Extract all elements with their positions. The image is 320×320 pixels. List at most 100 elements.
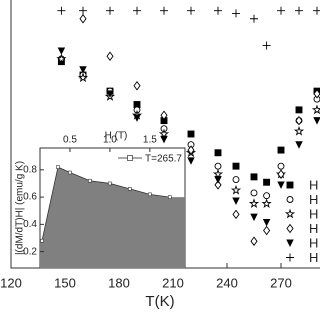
- marker: [158, 128, 170, 139]
- y-tick-label: 0.4: [23, 219, 37, 230]
- point: [168, 195, 172, 199]
- marker: [313, 89, 320, 99]
- marker: [106, 6, 114, 15]
- marker: [277, 146, 285, 154]
- legend-label: T=265.7: [145, 154, 182, 165]
- line: [41, 166, 170, 241]
- x-tick-label: 1.5: [143, 135, 157, 146]
- marker: [133, 81, 141, 91]
- marker: [250, 189, 258, 197]
- x-tick-label: 120: [0, 275, 22, 290]
- marker: [250, 236, 258, 246]
- x-tick-label: 240: [216, 275, 238, 290]
- area: [40, 167, 185, 268]
- y-tick-label: 0.2: [23, 246, 37, 257]
- marker: [277, 162, 285, 170]
- x-tick-label: 270: [270, 275, 292, 290]
- marker: [263, 178, 271, 186]
- legend-marker: [286, 181, 294, 189]
- marker: [133, 114, 141, 122]
- marker: [295, 6, 303, 15]
- marker: [214, 180, 222, 190]
- marker: [187, 6, 195, 15]
- inset-y-axis-label: |(dM/dT)H| (emu/g K): [15, 161, 26, 255]
- marker: [79, 66, 87, 74]
- marker: [232, 197, 240, 206]
- legend-label: H: [309, 206, 318, 221]
- legend-marker: [127, 155, 133, 161]
- marker: [160, 6, 168, 15]
- legend-label: H: [309, 192, 318, 207]
- marker: [160, 135, 168, 144]
- marker: [250, 14, 258, 23]
- point: [68, 170, 72, 175]
- marker: [263, 225, 271, 236]
- legend-label: H: [309, 250, 318, 265]
- point: [40, 238, 44, 243]
- marker: [232, 176, 240, 184]
- marker: [277, 181, 285, 189]
- marker: [232, 9, 240, 18]
- marker: [56, 53, 67, 64]
- marker: [263, 192, 271, 200]
- marker: [313, 6, 320, 15]
- marker: [214, 6, 222, 15]
- legend-label: H: [309, 177, 318, 192]
- legend-marker: [286, 196, 294, 203]
- marker: [187, 157, 195, 165]
- point: [56, 165, 60, 169]
- marker: [214, 176, 222, 184]
- marker: [160, 110, 168, 120]
- marker: [214, 149, 222, 157]
- marker: [295, 141, 303, 149]
- point: [148, 192, 152, 197]
- x-axis-label: T(K): [145, 293, 174, 310]
- marker: [248, 198, 260, 209]
- marker: [311, 104, 320, 115]
- marker: [187, 145, 195, 155]
- inset-x-axis-label: H (T): [105, 131, 128, 142]
- legend-marker: [286, 223, 294, 234]
- marker: [106, 51, 114, 62]
- x-tick-label: 210: [162, 275, 184, 290]
- y-tick-label: 0.6: [23, 192, 37, 203]
- x-tick-label: 0.5: [63, 135, 77, 146]
- marker: [295, 106, 303, 114]
- marker: [277, 169, 285, 179]
- y-tick-label: 0.8: [23, 164, 37, 175]
- point: [108, 181, 112, 186]
- legend-marker: [286, 239, 294, 248]
- marker: [262, 41, 271, 50]
- marker: [77, 72, 89, 83]
- marker: [106, 90, 114, 98]
- marker: [79, 6, 87, 15]
- x-tick-label: 1.0: [103, 135, 117, 146]
- legend-label: H: [309, 235, 318, 250]
- marker: [277, 6, 285, 15]
- legend-marker: [284, 208, 296, 219]
- x-tick-label: 180: [108, 275, 130, 290]
- marker: [250, 213, 258, 222]
- marker: [295, 115, 303, 126]
- point: [88, 178, 92, 183]
- x-tick-label: 150: [54, 275, 76, 290]
- marker: [261, 198, 272, 209]
- marker: [250, 173, 258, 181]
- marker: [262, 218, 271, 227]
- marker: [57, 47, 66, 55]
- point: [128, 187, 132, 191]
- marker: [230, 184, 242, 195]
- marker: [133, 6, 141, 15]
- marker: [57, 6, 66, 15]
- marker: [293, 125, 305, 136]
- legend-marker: [286, 253, 294, 262]
- marker: [232, 162, 240, 170]
- marker: [232, 209, 240, 220]
- marker: [212, 168, 224, 179]
- legend-label: H: [309, 221, 318, 236]
- marker: [187, 130, 195, 138]
- marker: [313, 117, 320, 125]
- marker: [214, 162, 222, 170]
- marker: [79, 14, 87, 24]
